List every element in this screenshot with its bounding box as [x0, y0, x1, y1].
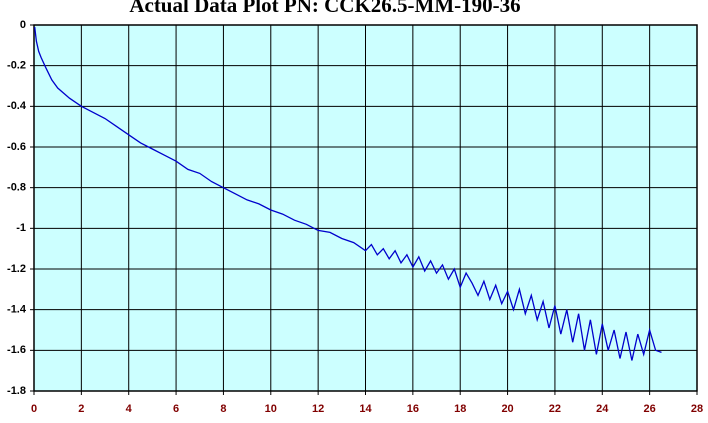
x-tick-label: 26: [644, 403, 656, 415]
y-tick-label: -1.6: [7, 344, 26, 356]
x-tick-label: 6: [173, 403, 179, 415]
y-tick-label: -1: [16, 222, 26, 234]
chart-title: Actual Data Plot PN: CCK26.5-MM-190-36: [129, 0, 520, 17]
y-tick-label: 0: [20, 19, 26, 31]
x-tick-label: 2: [78, 403, 84, 415]
y-tick-label: -0.8: [7, 182, 26, 194]
x-tick-label: 10: [265, 403, 277, 415]
x-tick-label: 8: [220, 403, 226, 415]
x-tick-label: 18: [454, 403, 466, 415]
y-tick-label: -0.2: [7, 60, 26, 72]
y-tick-label: -0.6: [7, 141, 26, 153]
x-tick-label: 4: [126, 403, 133, 415]
y-tick-label: -1.2: [7, 263, 26, 275]
x-tick-label: 16: [407, 403, 419, 415]
x-tick-label: 12: [312, 403, 324, 415]
data-line: [34, 26, 662, 361]
y-tick-label: -1.8: [7, 385, 26, 397]
x-tick-label: 28: [691, 403, 703, 415]
plot-border: [33, 24, 698, 392]
x-tick-label: 24: [596, 403, 609, 415]
y-tick-label: -0.4: [7, 100, 27, 112]
y-tick-label: -1.4: [7, 304, 27, 316]
x-tick-label: 0: [31, 403, 37, 415]
x-tick-label: 22: [549, 403, 561, 415]
x-tick-label: 14: [359, 403, 372, 415]
x-tick-label: 20: [501, 403, 513, 415]
